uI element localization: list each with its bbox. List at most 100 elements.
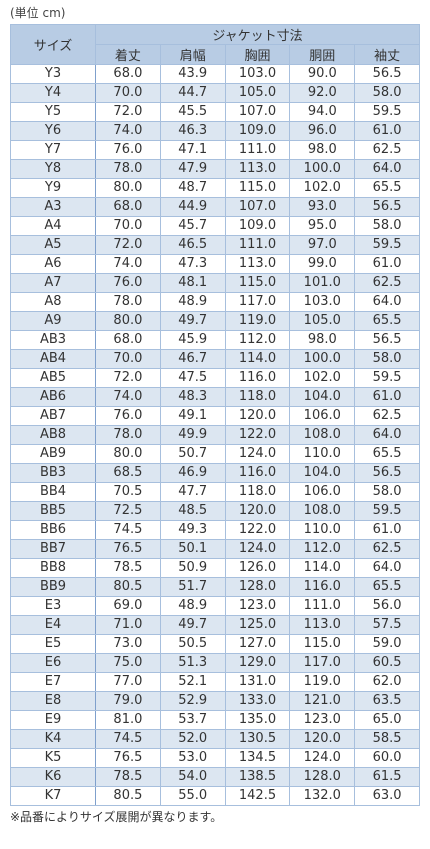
table-row: E4 71.0 49.7 125.0 113.0 57.5 [10, 615, 420, 635]
value-cell: 68.0 [95, 197, 161, 217]
value-cell: 74.0 [95, 121, 161, 141]
value-cell: 127.0 [224, 634, 291, 654]
value-cell: 123.0 [289, 710, 356, 730]
column-header: 肩幅 [159, 44, 226, 65]
table-row: AB8 78.0 49.9 122.0 108.0 64.0 [10, 425, 420, 445]
value-cell: 53.7 [159, 710, 226, 730]
value-cell: 97.0 [289, 235, 356, 255]
table-row: K6 78.5 54.0 138.5 128.0 61.5 [10, 767, 420, 787]
header-row: 着丈 肩幅 胸囲 胴囲 袖丈 [11, 44, 420, 65]
value-cell: 104.0 [289, 387, 356, 407]
value-cell: 63.0 [354, 786, 420, 806]
value-cell: 65.5 [354, 444, 420, 464]
value-cell: 48.9 [159, 292, 226, 312]
value-cell: 51.7 [159, 577, 226, 597]
value-cell: 68.0 [95, 330, 161, 350]
size-cell: AB8 [10, 425, 96, 445]
value-cell: 111.0 [224, 235, 291, 255]
table-row: A5 72.0 46.5 111.0 97.0 59.5 [10, 235, 420, 255]
column-header: 胴囲 [289, 44, 356, 65]
value-cell: 107.0 [224, 102, 291, 122]
value-cell: 98.0 [289, 140, 356, 160]
table-row: BB4 70.5 47.7 118.0 106.0 58.0 [10, 482, 420, 502]
value-cell: 76.5 [95, 539, 161, 559]
value-cell: 50.7 [159, 444, 226, 464]
value-cell: 78.5 [95, 558, 161, 578]
value-cell: 90.0 [289, 64, 356, 84]
value-cell: 108.0 [289, 425, 356, 445]
value-cell: 93.0 [289, 197, 356, 217]
size-cell: E7 [10, 672, 96, 692]
value-cell: 71.0 [95, 615, 161, 635]
value-cell: 62.5 [354, 539, 420, 559]
value-cell: 64.0 [354, 292, 420, 312]
value-cell: 78.0 [95, 425, 161, 445]
value-cell: 70.5 [95, 482, 161, 502]
column-header: 着丈 [95, 44, 161, 65]
value-cell: 128.0 [289, 767, 356, 787]
size-cell: Y8 [10, 159, 96, 179]
size-cell: E6 [10, 653, 96, 673]
value-cell: 68.5 [95, 463, 161, 483]
value-cell: 58.0 [354, 83, 420, 103]
value-cell: 69.0 [95, 596, 161, 616]
value-cell: 65.0 [354, 710, 420, 730]
size-cell: A9 [10, 311, 96, 331]
size-cell: AB7 [10, 406, 96, 426]
value-cell: 122.0 [224, 425, 291, 445]
table-row: AB5 72.0 47.5 116.0 102.0 59.5 [10, 368, 420, 388]
value-cell: 113.0 [224, 254, 291, 274]
value-cell: 58.0 [354, 349, 420, 369]
value-cell: 63.5 [354, 691, 420, 711]
value-cell: 105.0 [289, 311, 356, 331]
value-cell: 99.0 [289, 254, 356, 274]
table-row: AB9 80.0 50.7 124.0 110.0 65.5 [10, 444, 420, 464]
value-cell: 70.0 [95, 83, 161, 103]
value-cell: 47.1 [159, 140, 226, 160]
value-cell: 59.5 [354, 501, 420, 521]
size-cell: BB7 [10, 539, 96, 559]
size-cell: Y7 [10, 140, 96, 160]
table-row: Y6 74.0 46.3 109.0 96.0 61.0 [10, 121, 420, 141]
value-cell: 81.0 [95, 710, 161, 730]
value-cell: 75.0 [95, 653, 161, 673]
size-cell: Y5 [10, 102, 96, 122]
value-cell: 59.5 [354, 102, 420, 122]
value-cell: 47.3 [159, 254, 226, 274]
value-cell: 61.0 [354, 387, 420, 407]
value-cell: 52.1 [159, 672, 226, 692]
size-cell: BB8 [10, 558, 96, 578]
size-cell: E5 [10, 634, 96, 654]
table-row: A6 74.0 47.3 113.0 99.0 61.0 [10, 254, 420, 274]
size-cell: A8 [10, 292, 96, 312]
value-cell: 120.0 [289, 729, 356, 749]
value-cell: 46.3 [159, 121, 226, 141]
value-cell: 64.0 [354, 558, 420, 578]
value-cell: 72.0 [95, 235, 161, 255]
value-cell: 114.0 [224, 349, 291, 369]
table-row: BB7 76.5 50.1 124.0 112.0 62.5 [10, 539, 420, 559]
value-cell: 114.0 [289, 558, 356, 578]
value-cell: 51.3 [159, 653, 226, 673]
value-cell: 43.9 [159, 64, 226, 84]
size-header: サイズ [10, 24, 96, 65]
value-cell: 47.7 [159, 482, 226, 502]
table-row: E6 75.0 51.3 129.0 117.0 60.5 [10, 653, 420, 673]
size-cell: Y6 [10, 121, 96, 141]
value-cell: 65.5 [354, 311, 420, 331]
value-cell: 117.0 [289, 653, 356, 673]
table-row: A8 78.0 48.9 117.0 103.0 64.0 [10, 292, 420, 312]
table-row: BB6 74.5 49.3 122.0 110.0 61.0 [10, 520, 420, 540]
size-cell: K7 [10, 786, 96, 806]
value-cell: 110.0 [289, 444, 356, 464]
value-cell: 124.0 [289, 748, 356, 768]
value-cell: 95.0 [289, 216, 356, 236]
size-cell: Y3 [10, 64, 96, 84]
value-cell: 56.5 [354, 64, 420, 84]
value-cell: 110.0 [289, 520, 356, 540]
table-row: Y3 68.0 43.9 103.0 90.0 56.5 [10, 64, 420, 84]
size-cell: BB9 [10, 577, 96, 597]
table-row: A3 68.0 44.9 107.0 93.0 56.5 [10, 197, 420, 217]
size-table: サイズ ジャケット寸法 着丈 肩幅 胸囲 胴囲 袖丈 Y3 68.0 43.9 103.0 90… [10, 24, 420, 806]
